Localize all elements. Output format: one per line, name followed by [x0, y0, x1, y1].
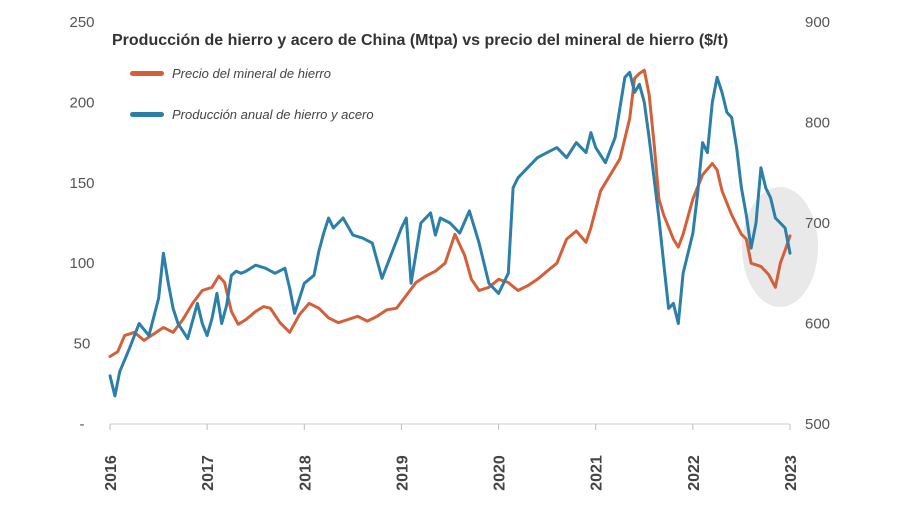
legend-label-production: Producción anual de hierro y acero [172, 107, 374, 122]
y-right-tick-label: 500 [805, 416, 830, 433]
x-tick-label: 2022 [686, 455, 703, 491]
y-left-tick-label: - [80, 416, 85, 433]
y-right-tick-label: 800 [805, 115, 830, 132]
highlight-circle [742, 187, 818, 307]
legend-swatch-production [130, 112, 164, 117]
y-left-tick-label: 50 [74, 336, 91, 353]
legend-item-production: Producción anual de hierro y acero [130, 107, 374, 122]
x-tick-label: 2018 [297, 455, 314, 491]
y-left-tick-label: 100 [69, 255, 94, 272]
y-right-tick-label: 600 [805, 316, 830, 333]
chart-title: Producción de hierro y acero de China (M… [112, 32, 729, 49]
legend-item-price: Precio del mineral de hierro [130, 66, 331, 81]
y-left-tick-label: 200 [69, 94, 94, 111]
legend-swatch-price [130, 71, 164, 76]
x-tick-label: 2016 [103, 455, 120, 491]
series-line-production [108, 70, 792, 398]
x-tick-label: 2020 [492, 455, 509, 491]
y-left-tick-label: 250 [69, 14, 94, 31]
x-tick-label: 2023 [783, 455, 800, 491]
x-tick-label: 2019 [394, 455, 411, 491]
legend-label-price: Precio del mineral de hierro [172, 66, 331, 81]
x-tick-label: 2017 [200, 455, 217, 491]
y-right-tick-label: 900 [805, 14, 830, 31]
x-tick-label: 2021 [589, 455, 606, 491]
y-right-tick-label: 700 [805, 215, 830, 232]
y-left-tick-label: 150 [69, 175, 94, 192]
series-line-price [108, 68, 792, 358]
